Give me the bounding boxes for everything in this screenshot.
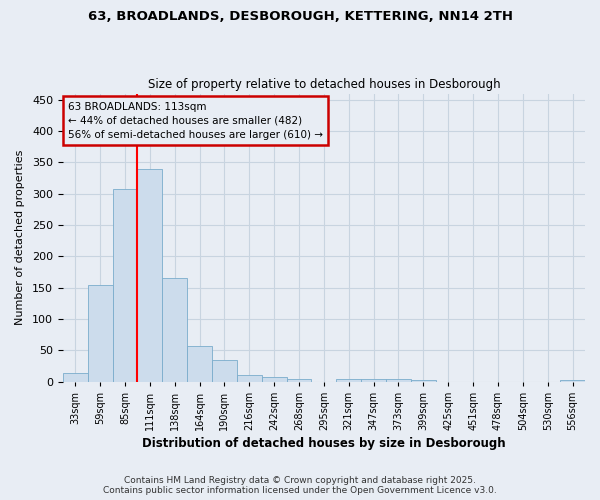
Bar xyxy=(287,378,311,382)
Bar xyxy=(88,284,113,382)
Y-axis label: Number of detached properties: Number of detached properties xyxy=(15,150,25,326)
Text: 63, BROADLANDS, DESBOROUGH, KETTERING, NN14 2TH: 63, BROADLANDS, DESBOROUGH, KETTERING, N… xyxy=(88,10,512,23)
Text: Contains HM Land Registry data © Crown copyright and database right 2025.
Contai: Contains HM Land Registry data © Crown c… xyxy=(103,476,497,495)
Bar xyxy=(411,380,436,382)
Bar xyxy=(162,278,187,382)
Bar xyxy=(337,379,361,382)
Bar xyxy=(113,189,137,382)
Bar xyxy=(187,346,212,382)
Bar xyxy=(63,373,88,382)
Bar xyxy=(386,378,411,382)
X-axis label: Distribution of detached houses by size in Desborough: Distribution of detached houses by size … xyxy=(142,437,506,450)
Title: Size of property relative to detached houses in Desborough: Size of property relative to detached ho… xyxy=(148,78,500,91)
Bar xyxy=(361,378,386,382)
Text: 63 BROADLANDS: 113sqm
← 44% of detached houses are smaller (482)
56% of semi-det: 63 BROADLANDS: 113sqm ← 44% of detached … xyxy=(68,102,323,140)
Bar xyxy=(262,376,287,382)
Bar xyxy=(212,360,237,382)
Bar xyxy=(237,376,262,382)
Bar xyxy=(560,380,585,382)
Bar xyxy=(137,168,162,382)
